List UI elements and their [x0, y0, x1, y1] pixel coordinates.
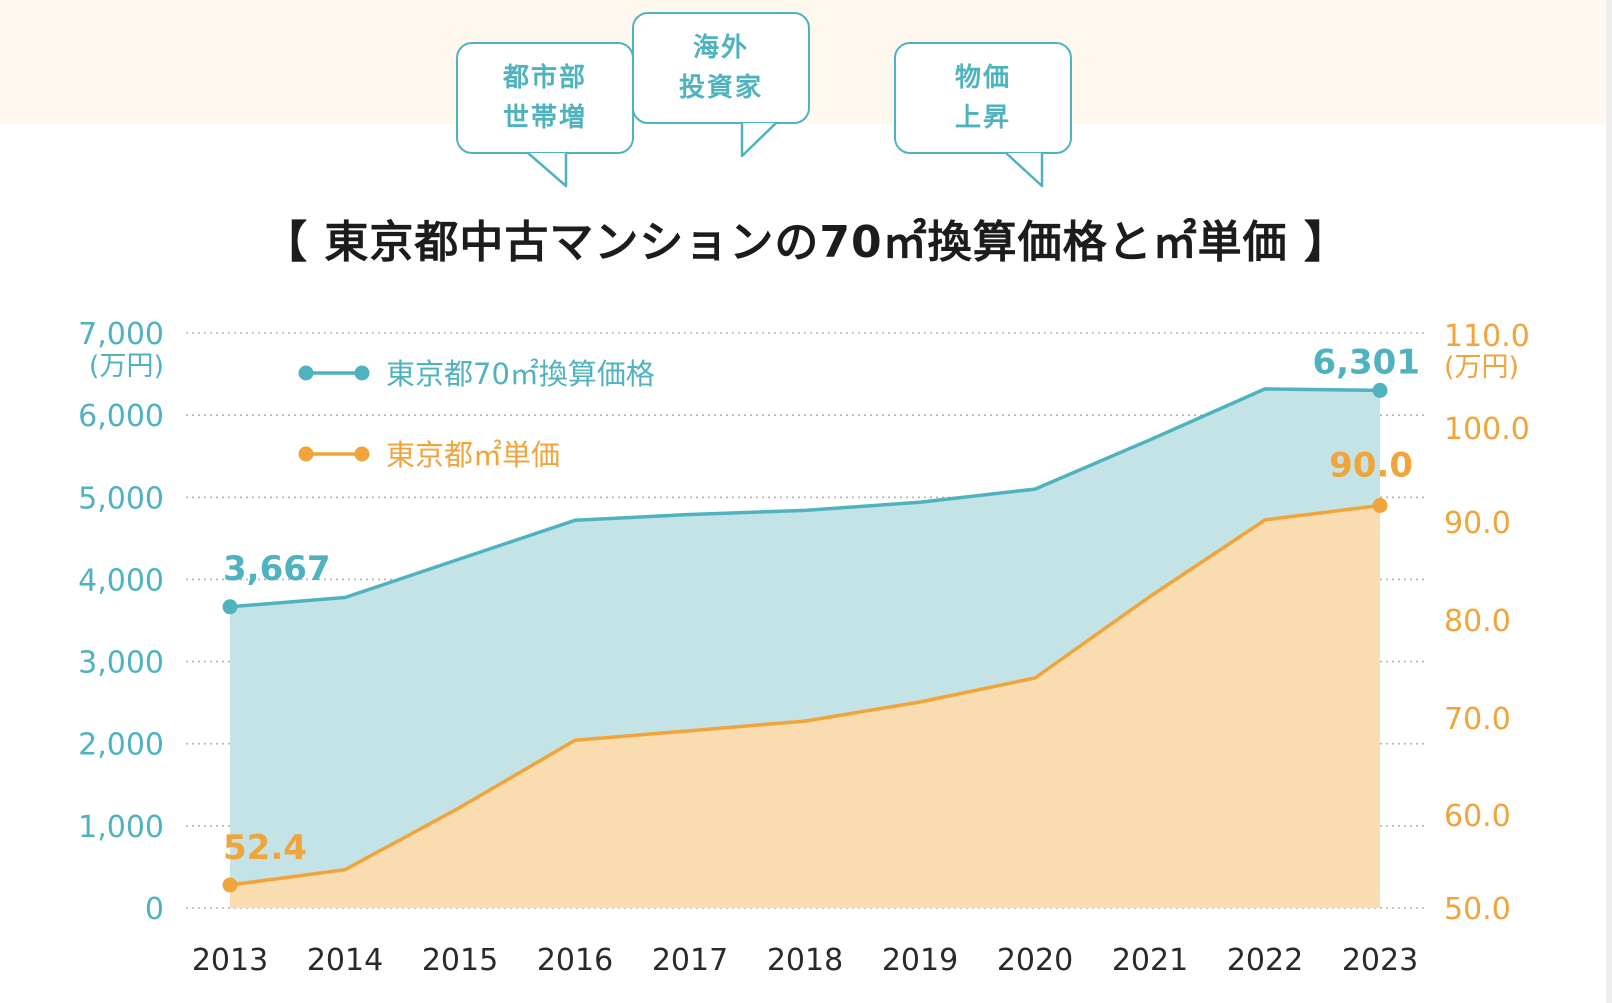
- x-axis-tick-label: 2013: [192, 943, 268, 978]
- x-axis-tick-label: 2018: [767, 943, 843, 978]
- bubble-line: 投資家: [678, 73, 763, 103]
- bubble-urban-households: 都市部 世帯増: [456, 42, 634, 154]
- price-point: [222, 599, 238, 615]
- legend-marker: [354, 446, 370, 462]
- bubble-line: 海外: [692, 33, 749, 63]
- left-axis-tick-label: 3,000: [78, 646, 164, 681]
- left-axis-tick-label: 1,000: [78, 810, 164, 845]
- right-axis-tick-label: 110.0: [1444, 319, 1530, 354]
- left-axis-tick-label: 5,000: [78, 481, 164, 516]
- legend-marker: [354, 365, 370, 381]
- left-axis-tick-label: 6,000: [78, 399, 164, 434]
- unit-price-point: [1372, 498, 1388, 513]
- x-axis-tick-label: 2014: [307, 943, 383, 978]
- right-axis-tick-label: 80.0: [1444, 604, 1511, 639]
- bubble-line: 物価: [954, 63, 1011, 93]
- x-axis-tick-label: 2021: [1112, 943, 1188, 978]
- right-axis-tick-label: 100.0: [1444, 412, 1530, 447]
- bubble-tail: [740, 122, 777, 158]
- unit-price-line: [229, 503, 1381, 887]
- unit-price-point: [222, 877, 238, 893]
- bubble-line: 上昇: [954, 103, 1011, 133]
- unit-start-label: 52.4: [223, 828, 307, 868]
- right-axis-tick-label: 90.0: [1444, 506, 1511, 541]
- price-point: [1372, 382, 1388, 398]
- x-axis-tick-label: 2015: [422, 943, 498, 978]
- x-axis-tick-label: 2019: [882, 943, 958, 978]
- page-edge: [1606, 0, 1612, 1003]
- x-axis-tick-label: 2023: [1342, 943, 1418, 978]
- x-axis-tick-label: 2020: [997, 943, 1073, 978]
- bubble-tail: [1005, 152, 1044, 188]
- x-axis-tick-label: 2017: [652, 943, 728, 978]
- right-axis-tick-label: 70.0: [1444, 702, 1511, 737]
- left-axis-tick-label: 7,000: [78, 317, 164, 352]
- unit-end-label: 90.0: [1329, 446, 1413, 486]
- left-axis-tick-label: 0: [145, 892, 164, 927]
- price-end-label: 6,301: [1312, 342, 1420, 382]
- legend-label: 東京都70㎡換算価格: [386, 357, 655, 391]
- left-axis-unit: (万円): [89, 351, 164, 382]
- price-line: [229, 387, 1381, 609]
- right-axis-tick-label: 60.0: [1444, 799, 1511, 834]
- bubble-line: 都市部: [502, 63, 587, 93]
- bubble-price-rise: 物価 上昇: [894, 42, 1072, 154]
- price-start-label: 3,667: [223, 549, 331, 589]
- left-axis-tick-label: 4,000: [78, 563, 164, 598]
- x-axis-tick-label: 2016: [537, 943, 613, 978]
- left-axis-tick-label: 2,000: [78, 728, 164, 763]
- right-axis-unit: (万円): [1444, 352, 1519, 383]
- unit-price-area: [230, 505, 1380, 908]
- right-axis-tick-label: 50.0: [1444, 892, 1511, 927]
- legend-marker: [298, 365, 314, 381]
- x-axis-tick-label: 2022: [1227, 943, 1303, 978]
- bubble-foreign-investors: 海外 投資家: [632, 12, 810, 124]
- bubble-line: 世帯増: [502, 103, 587, 133]
- bubble-tail: [527, 152, 568, 188]
- legend-marker: [298, 446, 314, 462]
- legend-label: 東京都㎡単価: [386, 438, 560, 472]
- chart-title: 【 東京都中古マンションの70㎡換算価格と㎡単価 】: [263, 217, 1349, 268]
